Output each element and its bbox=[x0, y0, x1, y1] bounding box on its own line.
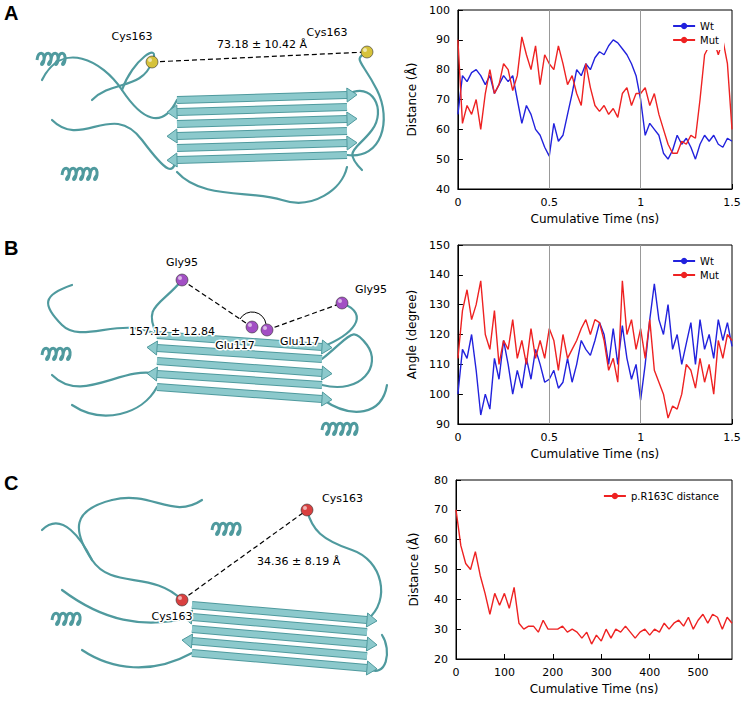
svg-text:40: 40 bbox=[434, 593, 448, 606]
svg-text:80: 80 bbox=[434, 474, 448, 487]
svg-text:Cys163: Cys163 bbox=[152, 610, 193, 623]
svg-text:0: 0 bbox=[453, 666, 460, 679]
svg-text:100: 100 bbox=[429, 4, 450, 17]
svg-text:Glu117: Glu117 bbox=[215, 339, 255, 352]
svg-text:Cys163: Cys163 bbox=[307, 26, 348, 39]
svg-text:Gly95: Gly95 bbox=[166, 256, 198, 269]
svg-text:Cys163: Cys163 bbox=[112, 30, 153, 43]
svg-text:500: 500 bbox=[688, 666, 709, 679]
svg-text:120: 120 bbox=[429, 328, 450, 341]
svg-text:Mut: Mut bbox=[700, 270, 719, 281]
svg-text:Cumulative Time (ns): Cumulative Time (ns) bbox=[531, 447, 660, 461]
svg-text:80: 80 bbox=[436, 63, 450, 76]
svg-text:90: 90 bbox=[436, 33, 450, 46]
svg-text:73.18 ± 10.42 Å: 73.18 ± 10.42 Å bbox=[217, 38, 308, 51]
svg-text:Cys163: Cys163 bbox=[322, 492, 363, 505]
svg-text:140: 140 bbox=[429, 268, 450, 281]
svg-text:157.12 ± 12.84: 157.12 ± 12.84 bbox=[129, 325, 215, 338]
svg-text:150: 150 bbox=[429, 239, 450, 252]
svg-text:Wt: Wt bbox=[700, 21, 714, 32]
svg-text:130: 130 bbox=[429, 298, 450, 311]
svg-text:34.36 ± 8.19 Å: 34.36 ± 8.19 Å bbox=[257, 555, 341, 568]
svg-text:20: 20 bbox=[434, 653, 448, 666]
svg-text:Gly95: Gly95 bbox=[355, 283, 387, 296]
svg-text:100: 100 bbox=[429, 388, 450, 401]
svg-text:Distance (Å): Distance (Å) bbox=[404, 63, 419, 137]
svg-text:0: 0 bbox=[454, 431, 461, 444]
html-text:C: C bbox=[4, 472, 19, 494]
svg-text:110: 110 bbox=[429, 358, 450, 371]
svg-text:0.5: 0.5 bbox=[541, 196, 559, 209]
svg-text:100: 100 bbox=[494, 666, 515, 679]
html-text:B: B bbox=[4, 237, 19, 259]
svg-text:50: 50 bbox=[434, 563, 448, 576]
svg-text:Cumulative Time (ns): Cumulative Time (ns) bbox=[531, 212, 660, 226]
svg-text:Distance (Å): Distance (Å) bbox=[406, 533, 421, 607]
svg-text:1: 1 bbox=[637, 431, 644, 444]
svg-text:90: 90 bbox=[436, 418, 450, 431]
svg-text:40: 40 bbox=[436, 183, 450, 196]
svg-text:60: 60 bbox=[436, 123, 450, 136]
svg-text:Cumulative Time (ns): Cumulative Time (ns) bbox=[530, 682, 659, 696]
svg-text:Angle (degree): Angle (degree) bbox=[405, 290, 419, 379]
svg-text:70: 70 bbox=[436, 93, 450, 106]
svg-text:p.R163C distance: p.R163C distance bbox=[631, 491, 719, 502]
svg-text:0.5: 0.5 bbox=[541, 431, 559, 444]
svg-text:0: 0 bbox=[454, 196, 461, 209]
svg-text:Glu117: Glu117 bbox=[280, 335, 320, 348]
svg-text:1.5: 1.5 bbox=[723, 431, 741, 444]
svg-text:400: 400 bbox=[639, 666, 660, 679]
html-text:A: A bbox=[4, 2, 19, 24]
svg-text:60: 60 bbox=[434, 533, 448, 546]
svg-text:300: 300 bbox=[591, 666, 612, 679]
svg-text:200: 200 bbox=[542, 666, 563, 679]
svg-text:50: 50 bbox=[436, 153, 450, 166]
svg-text:70: 70 bbox=[434, 503, 448, 516]
svg-text:1.5: 1.5 bbox=[723, 196, 741, 209]
svg-text:Mut: Mut bbox=[700, 35, 719, 46]
svg-text:1: 1 bbox=[637, 196, 644, 209]
svg-text:30: 30 bbox=[434, 623, 448, 636]
svg-text:Wt: Wt bbox=[700, 256, 714, 267]
